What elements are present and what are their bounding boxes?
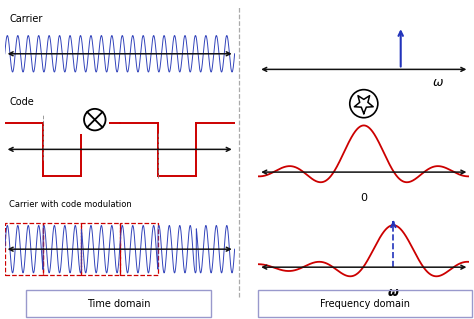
Text: 0: 0: [360, 193, 367, 203]
Bar: [82, 223, 119, 275]
Text: ω: ω: [432, 76, 443, 89]
Text: ω: ω: [388, 286, 399, 299]
Text: Frequency domain: Frequency domain: [320, 299, 410, 309]
Bar: [119, 223, 158, 275]
Text: Code: Code: [9, 97, 34, 107]
Bar: [5, 223, 43, 275]
Text: Carrier with code modulation: Carrier with code modulation: [9, 200, 132, 209]
Text: Time domain: Time domain: [87, 299, 150, 309]
Bar: [43, 223, 82, 275]
Text: Carrier: Carrier: [9, 14, 43, 24]
